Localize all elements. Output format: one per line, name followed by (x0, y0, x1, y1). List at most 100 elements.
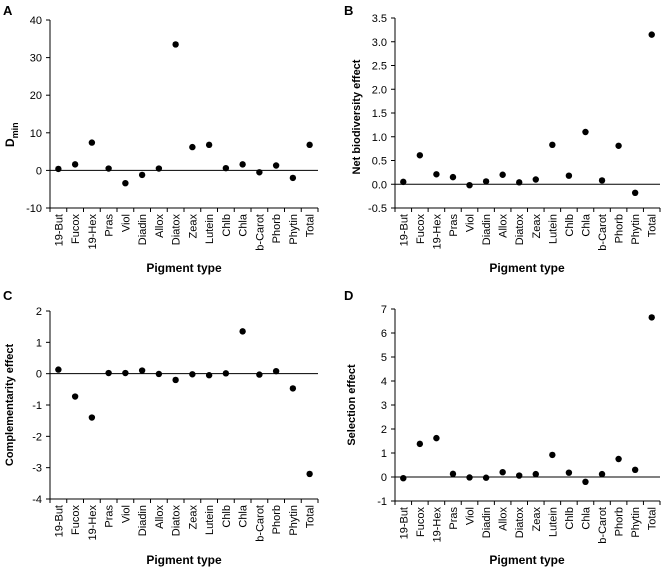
panel-b-point (466, 182, 473, 189)
panel-b: B Net biodiversity effect -0.5 0.0 0.5 1.0 1… (344, 3, 661, 275)
panel-b-y-tick-label: 2.0 (372, 84, 387, 96)
panel-b-ylabel: Net biodiversity effect (351, 59, 363, 174)
panel-a-y-tick-label: 10 (30, 128, 42, 140)
panel-d-category-label: Chla (580, 506, 592, 530)
panel-c-xlabel: Pigment type (146, 553, 222, 567)
panel-b-point (598, 177, 606, 184)
panel-b-point (433, 171, 440, 178)
panel-c-point (289, 385, 297, 392)
panel-c-point (256, 371, 263, 378)
panel-a-xlabel: Pigment type (146, 261, 222, 275)
panel-b-plot: -0.5 0.0 0.5 1.0 1.5 2.0 2.5 3.0 3.5 19-But Fucox 1… (368, 13, 661, 251)
panel-d-point (582, 478, 589, 485)
panel-d-category-label: Total (647, 507, 659, 530)
panel-c-point (222, 370, 230, 377)
panel-d-y-tick-label: 4 (381, 376, 387, 388)
panel-c-y-tick-label: -1 (32, 400, 42, 412)
panel-b-category-label: Pras (448, 214, 460, 237)
panel-d-category-label: Chlb (564, 507, 576, 530)
panel-c-point (172, 376, 179, 384)
panel-a-category-label: Pras (104, 214, 116, 237)
panel-d-category-label: Phytin (630, 507, 642, 538)
panel-c-category-label: 19-Hex (87, 505, 99, 541)
panel-d-point (598, 470, 606, 478)
panel-c-point (122, 369, 129, 377)
panel-a-category-label: Phytin (288, 214, 300, 245)
panel-a-y-tick-label: 0 (36, 165, 42, 177)
panel-d-point (532, 470, 539, 478)
panel-c-y-tick-label: -2 (32, 431, 42, 443)
panel-d-category-label: Diadin (481, 507, 493, 538)
panel-b-point (648, 31, 655, 38)
panel-b-category-label: Total (647, 214, 659, 237)
panel-a-category-label: Diatox (171, 214, 183, 246)
panel-a: A Dmin -10 0 10 20 30 40 19-But Fucox 19-Hex Pras… (3, 3, 319, 275)
panel-b-category-label: Phorb (614, 214, 626, 243)
panel-d-point (449, 470, 457, 478)
panel-d-category-label: Viol (465, 507, 477, 525)
panel-c-point (272, 367, 280, 375)
panel-c-point (88, 414, 96, 421)
panel-c-category-label: Allox (154, 505, 166, 529)
panel-c-point (55, 366, 62, 373)
panel-b-point (499, 171, 506, 178)
panel-d-point (416, 440, 424, 448)
panel-a-ylabel: Dmin (3, 122, 20, 147)
panel-a-point (306, 141, 313, 149)
panel-a-category-label: Total (305, 214, 317, 237)
panel-c-y-tick-label: -4 (32, 494, 42, 506)
panel-b-point (532, 176, 539, 183)
panel-c-y-tick-label: 0 (36, 369, 42, 381)
panel-d-category-label: 19-But (398, 507, 410, 539)
panel-d: D Selection effect -1 0 1 2 3 4 5 6 7 19-But Fucox… (344, 288, 661, 567)
panel-b-y-tick-label: 1.0 (372, 132, 387, 144)
panel-c-letter: C (3, 288, 13, 303)
panel-d-point (549, 451, 556, 459)
panel-a-category-label: Chla (238, 213, 250, 237)
panel-a-category-label: Phorb (271, 214, 283, 243)
panel-b-category-label: 19-Hex (431, 214, 443, 250)
panel-c-category-label: Viol (120, 505, 132, 523)
panel-b-y-tick-label: 0.5 (372, 156, 387, 168)
panel-c-category-label: Chla (238, 504, 250, 528)
panel-d-category-label: Fucox (415, 507, 427, 537)
panel-a-point (155, 165, 163, 172)
panel-b-category-label: 19-But (398, 214, 410, 246)
panel-d-plot: -1 0 1 2 3 4 5 6 7 19-But Fucox 19-Hex Pras Viol Diadi… (377, 304, 661, 544)
panel-a-point (88, 139, 96, 146)
panel-a-category-label: Lutein (204, 214, 216, 244)
panel-b-point (549, 141, 556, 149)
panel-a-point (189, 143, 196, 151)
panel-b-point (516, 179, 523, 186)
panel-a-category-label: 19-But (53, 214, 65, 246)
panel-b-category-label: Phytin (630, 214, 642, 245)
panel-c-point (239, 328, 246, 335)
panel-a-point (256, 169, 263, 176)
panel-d-point (631, 466, 639, 473)
panel-d-category-label: 19-Hex (431, 507, 443, 543)
panel-b-y-tick-label: 3.0 (372, 37, 387, 49)
panel-c-point (71, 393, 79, 400)
panel-b-category-label: Diatox (514, 214, 526, 246)
panel-a-point (205, 141, 213, 149)
panel-b-point (449, 173, 457, 181)
panel-d-point (482, 474, 490, 481)
panel-a-letter: A (3, 3, 13, 18)
panel-c-y-tick-label: -3 (32, 463, 42, 475)
panel-a-y-tick-label: 20 (30, 90, 42, 102)
panel-c-category-label: Phorb (271, 505, 283, 534)
panel-a-category-label: Allox (154, 214, 166, 238)
panel-a-point (122, 179, 129, 187)
panel-d-point (499, 469, 506, 476)
panel-c-point (205, 372, 213, 379)
panel-b-point (400, 178, 407, 186)
panel-b-point (615, 142, 622, 149)
panel-c: C Complementarity effect -4 -3 -2 -1 0 1 2 19-B… (3, 288, 319, 567)
panel-a-category-label: Diadin (137, 214, 149, 245)
panel-a-point (222, 164, 230, 172)
panel-a-category-label: Zeax (187, 214, 199, 239)
panel-c-category-label: Phytin (288, 505, 300, 536)
panel-b-category-label: Zeax (531, 214, 543, 239)
panel-a-point (172, 41, 179, 48)
